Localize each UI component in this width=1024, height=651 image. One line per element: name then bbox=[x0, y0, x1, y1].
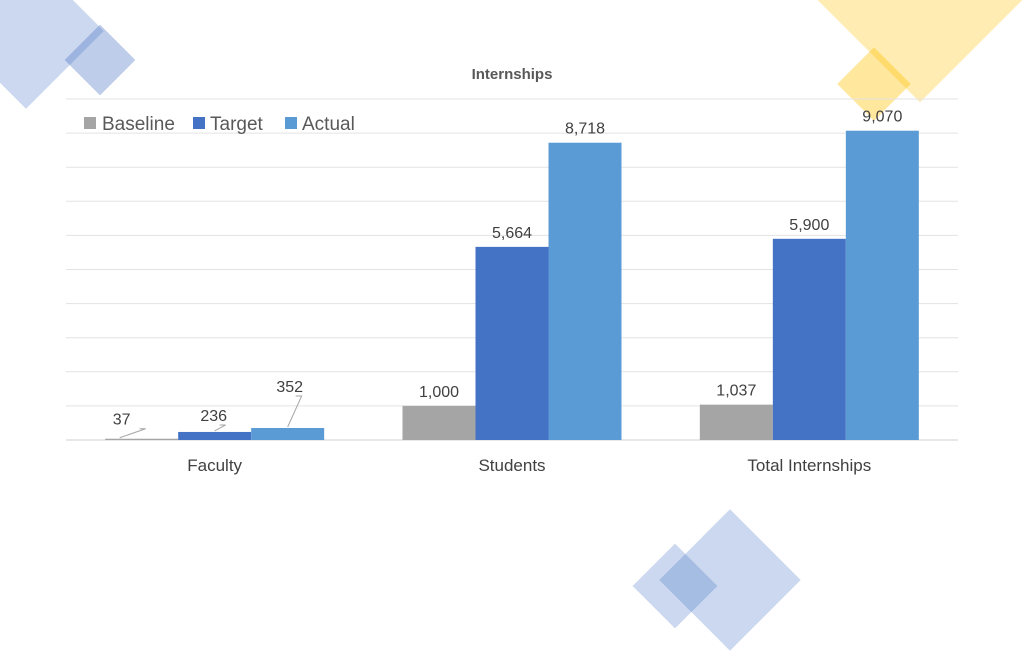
data-labels: 37 236 352 1,000 5,664 8,718 1,037 5,900 9,070 bbox=[113, 109, 902, 439]
bar-actual bbox=[845, 130, 919, 440]
category-label: Total Internships bbox=[747, 456, 871, 475]
data-label-baseline: 1,000 bbox=[419, 384, 459, 401]
bar-baseline bbox=[402, 405, 476, 440]
legend-label-actual: Actual bbox=[302, 114, 355, 135]
category-label: Students bbox=[478, 456, 545, 475]
bar-target bbox=[475, 246, 549, 440]
category-label: Faculty bbox=[187, 456, 242, 475]
leader-line bbox=[214, 424, 226, 432]
legend-label-baseline: Baseline bbox=[102, 114, 175, 135]
legend: Baseline Target Actual bbox=[84, 114, 355, 135]
internships-bar-chart: Internships 37 236 352 1,000 5,664 8,718 1,037… bbox=[66, 66, 958, 475]
leader-line bbox=[287, 395, 303, 428]
legend-label-target: Target bbox=[210, 114, 264, 135]
category-labels: Faculty Students Total Internships bbox=[187, 456, 871, 475]
legend-swatch-target bbox=[193, 117, 205, 129]
bars bbox=[105, 130, 919, 441]
legend-swatch-baseline bbox=[84, 117, 96, 129]
bar-target bbox=[178, 431, 252, 440]
data-label-actual: 8,718 bbox=[565, 121, 605, 138]
bar-baseline bbox=[699, 404, 773, 440]
bar-actual bbox=[548, 142, 622, 441]
data-label-baseline: 1,037 bbox=[716, 383, 756, 400]
data-label-target: 5,664 bbox=[492, 225, 532, 242]
bar-target bbox=[772, 238, 846, 440]
bar-baseline bbox=[105, 438, 179, 440]
data-label-baseline: 37 bbox=[113, 412, 131, 429]
data-label-target: 5,900 bbox=[789, 217, 829, 234]
bar-actual bbox=[251, 427, 325, 440]
legend-swatch-actual bbox=[285, 117, 297, 129]
data-label-actual: 352 bbox=[276, 379, 303, 396]
chart-title: Internships bbox=[472, 66, 553, 83]
data-label-actual: 9,070 bbox=[862, 109, 902, 126]
data-label-target: 236 bbox=[200, 408, 227, 425]
leader-line bbox=[119, 428, 146, 439]
